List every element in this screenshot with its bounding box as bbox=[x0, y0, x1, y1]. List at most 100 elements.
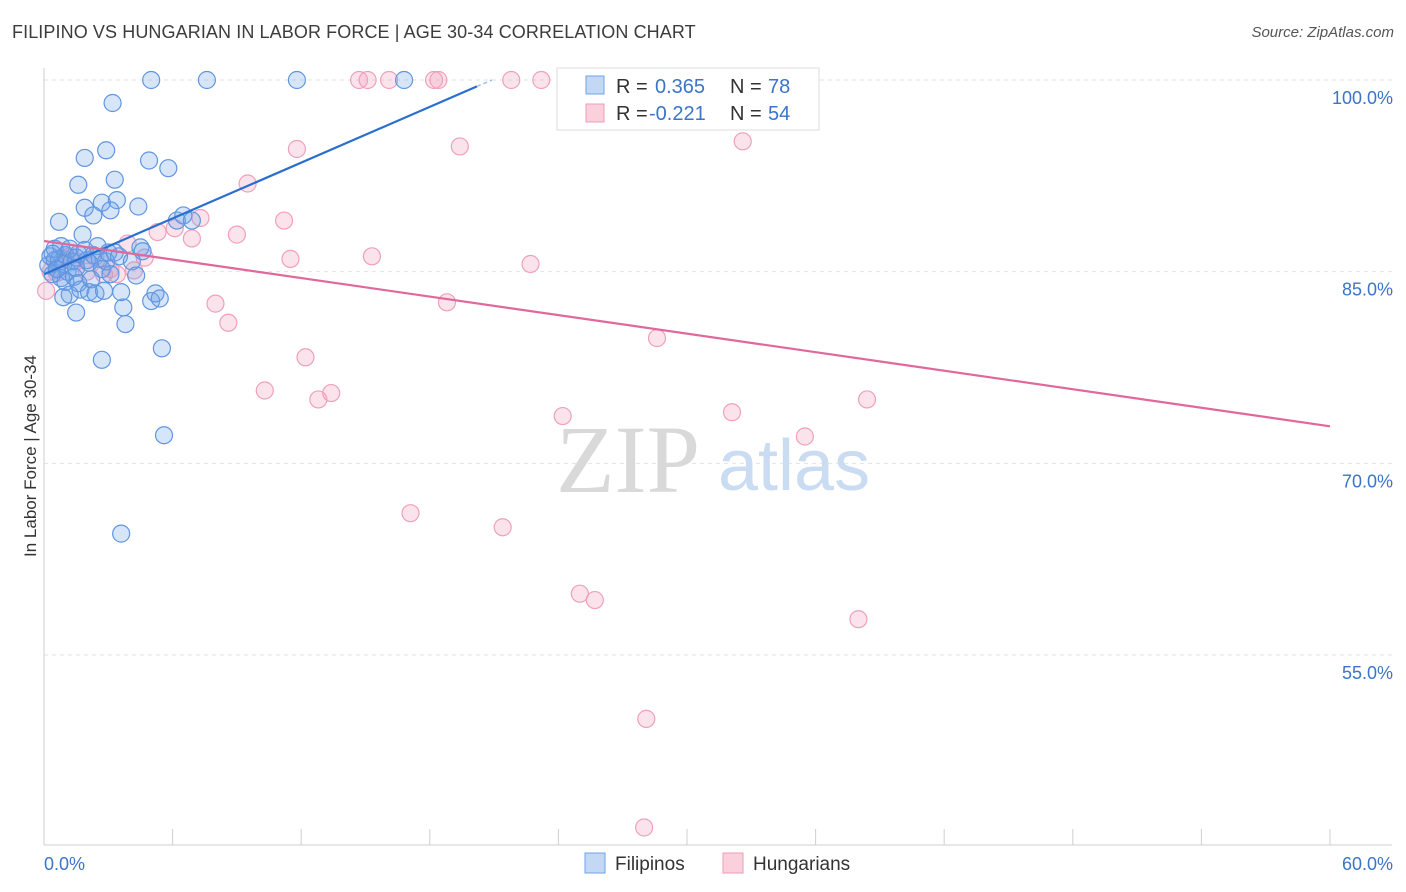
filipinos-trendline-extension bbox=[476, 79, 493, 88]
hungarian-point bbox=[349, 70, 369, 90]
x-tick-labels: 0.0% 60.0% bbox=[44, 854, 1393, 874]
filipino-point bbox=[142, 70, 161, 90]
filipino-point bbox=[73, 225, 92, 244]
chart-title: FILIPINO VS HUNGARIAN IN LABOR FORCE | A… bbox=[12, 22, 696, 42]
y-axis-label: In Labor Force | Age 30-34 bbox=[21, 355, 40, 557]
hungarian-point bbox=[379, 70, 399, 90]
filipino-point bbox=[101, 265, 120, 284]
filipino-point bbox=[54, 288, 73, 307]
bottom-legend-swatch-hungarians bbox=[722, 852, 744, 874]
filipino-point bbox=[43, 244, 62, 263]
filipino-point bbox=[116, 314, 135, 334]
hungarian-point bbox=[795, 427, 814, 446]
hungarian-point bbox=[296, 348, 315, 367]
hungarian-point bbox=[429, 70, 448, 90]
hungarian-point bbox=[401, 504, 420, 523]
filipino-point bbox=[129, 197, 148, 216]
legend-hungarians-r: -0.221 bbox=[649, 103, 706, 125]
hungarian-point bbox=[227, 225, 246, 244]
legend-n-label-2: N = bbox=[730, 103, 762, 125]
hungarian-point bbox=[287, 139, 307, 159]
hungarian-point bbox=[255, 381, 274, 400]
filipinos-trendline bbox=[43, 85, 478, 276]
watermark-atlas: atlas bbox=[718, 426, 870, 506]
y-tick-labels: 55.0% 70.0% 85.0% 100.0% bbox=[1332, 88, 1393, 683]
filipino-point bbox=[182, 211, 201, 230]
filipino-point bbox=[150, 289, 169, 308]
legend-swatch-filipinos bbox=[585, 75, 605, 95]
hungarian-point bbox=[570, 584, 589, 603]
hungarian-point bbox=[502, 70, 521, 90]
hungarian-point bbox=[635, 818, 654, 837]
hungarian-point bbox=[219, 313, 238, 332]
trendlines bbox=[43, 79, 1331, 428]
hungarian-point bbox=[424, 70, 444, 90]
y-tick-label: 55.0% bbox=[1342, 663, 1393, 683]
legend-box: R = 0.365 N = 78 R = -0.221 N = 54 bbox=[556, 67, 820, 131]
x-tick-label: 60.0% bbox=[1342, 854, 1393, 874]
hungarian-point bbox=[585, 590, 604, 610]
bottom-legend-swatch-filipinos bbox=[584, 852, 606, 874]
hungarian-point bbox=[182, 229, 201, 248]
filipino-point bbox=[107, 191, 126, 210]
hungarian-point bbox=[532, 70, 551, 90]
hungarian-point bbox=[647, 329, 667, 348]
filipino-point bbox=[92, 350, 111, 369]
bottom-legend: Filipinos Hungarians bbox=[584, 852, 850, 875]
hungarian-point bbox=[281, 249, 300, 268]
bottom-legend-hungarians: Hungarians bbox=[753, 854, 850, 875]
filipino-point bbox=[112, 524, 131, 543]
hungarian-point bbox=[322, 383, 341, 403]
legend-r-label: R = bbox=[616, 76, 648, 98]
legend-n-label: N = bbox=[730, 76, 762, 98]
legend-swatch-hungarians bbox=[585, 103, 605, 123]
filipino-point bbox=[105, 170, 124, 189]
source-label: Source: ZipAtlas.com bbox=[1251, 24, 1394, 41]
watermark: ZIP atlas bbox=[556, 406, 870, 513]
filipino-point bbox=[287, 70, 307, 90]
filipino-point bbox=[197, 70, 216, 90]
filipino-point bbox=[69, 175, 88, 194]
x-tick-label: 0.0% bbox=[44, 854, 85, 874]
legend-filipinos-r: 0.365 bbox=[655, 76, 705, 98]
filipino-point bbox=[49, 212, 69, 231]
gridlines bbox=[44, 79, 1392, 656]
hungarians-trendline bbox=[43, 239, 1331, 428]
watermark-zip: ZIP bbox=[556, 406, 700, 513]
filipino-point bbox=[84, 206, 103, 225]
axes bbox=[43, 68, 1392, 846]
y-tick-label: 100.0% bbox=[1332, 88, 1393, 108]
filipino-point bbox=[112, 283, 131, 302]
filipino-point bbox=[394, 70, 414, 90]
hungarian-point bbox=[450, 137, 469, 156]
legend-filipinos-n: 78 bbox=[768, 76, 790, 98]
hungarian-point bbox=[722, 403, 742, 422]
filipino-point bbox=[152, 339, 171, 358]
filipinos-points bbox=[39, 70, 414, 543]
filipino-point bbox=[101, 201, 120, 220]
hungarian-point bbox=[437, 293, 457, 312]
filipino-point bbox=[75, 148, 94, 168]
hungarian-point bbox=[553, 406, 572, 426]
hungarian-point bbox=[274, 211, 294, 230]
hungarian-point bbox=[849, 610, 868, 629]
filipino-point bbox=[103, 93, 122, 113]
hungarian-point bbox=[733, 132, 752, 151]
y-tick-label: 70.0% bbox=[1342, 471, 1393, 491]
hungarian-point bbox=[493, 518, 512, 537]
hungarian-point bbox=[206, 294, 225, 313]
filipino-point bbox=[154, 426, 174, 445]
hungarian-point bbox=[857, 390, 877, 409]
hungarian-point bbox=[362, 247, 382, 266]
legend-hungarians-n: 54 bbox=[768, 103, 790, 125]
filipino-point bbox=[94, 281, 114, 300]
hungarian-point bbox=[521, 254, 540, 274]
filipino-point bbox=[159, 159, 178, 178]
hungarian-point bbox=[637, 709, 656, 728]
legend-r-label-2: R = bbox=[616, 103, 648, 125]
hungarian-point bbox=[37, 281, 56, 300]
filipino-point bbox=[97, 141, 116, 160]
filipino-point bbox=[67, 303, 86, 322]
bottom-legend-filipinos: Filipinos bbox=[615, 854, 685, 875]
